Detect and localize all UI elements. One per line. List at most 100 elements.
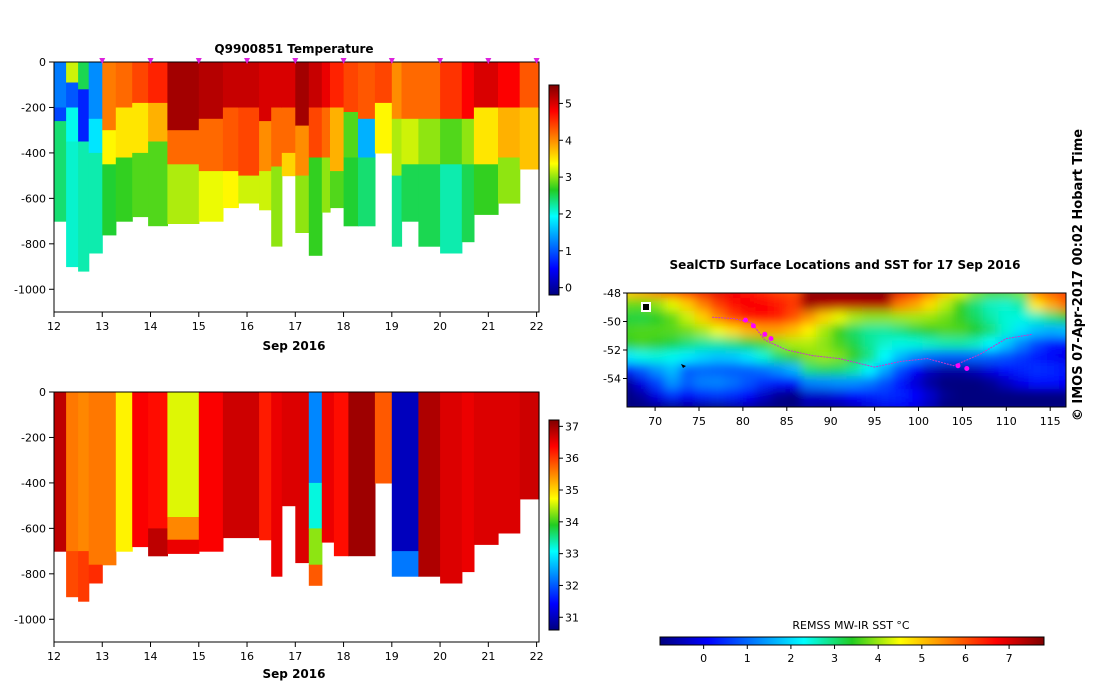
sst-cell — [801, 311, 818, 325]
sst-cell — [649, 293, 666, 299]
salinity-colorbar — [548, 419, 560, 631]
sst-cell — [876, 402, 893, 407]
sst-cell — [740, 311, 757, 325]
sst-cell — [831, 298, 848, 312]
salinity-cell — [167, 517, 200, 541]
temperature-cell — [259, 171, 272, 211]
sst-cell — [983, 363, 1000, 377]
temperature-cell — [102, 62, 117, 131]
temperature-cell — [259, 121, 272, 172]
sst-cell — [649, 298, 666, 312]
temperature-colorbar-tick-label: 5 — [565, 97, 572, 110]
sst-cell — [770, 376, 787, 390]
sst-cell — [664, 293, 681, 299]
salinity-x-tick-label: 17 — [288, 650, 302, 663]
sst-cell — [816, 389, 833, 403]
temperature-cell — [238, 107, 260, 177]
temperature-y-tick-label: -800 — [21, 238, 46, 251]
sst-cell — [876, 363, 893, 377]
temperature-cell — [102, 130, 117, 165]
temperature-cell — [54, 121, 67, 222]
sst-cell — [1013, 293, 1030, 299]
temperature-x-tick-label: 19 — [385, 320, 399, 333]
sst-cell — [801, 376, 818, 390]
sst-cell — [664, 350, 681, 364]
salinity-cell — [333, 392, 349, 557]
sst-cell — [1058, 311, 1066, 325]
sst-cell — [755, 376, 772, 390]
sst-cell — [846, 350, 863, 364]
sst-colorbar-ticks: 0 1 2 3 4 5 6 7 — [700, 645, 1013, 665]
temperature-cell — [271, 62, 283, 109]
salinity-cell — [321, 392, 335, 543]
track-surface-location — [743, 317, 748, 323]
sst-cell — [1028, 324, 1045, 338]
salinity-cell — [78, 551, 90, 602]
salinity-y-tick-label: -400 — [21, 477, 46, 490]
sst-cell — [1043, 350, 1060, 364]
temperature-cell — [167, 62, 200, 131]
map-lon-tick-label: 95 — [868, 415, 882, 428]
sst-cell — [1028, 298, 1045, 312]
sst-cell — [785, 376, 802, 390]
sst-cell — [801, 293, 818, 299]
temperature-cell — [343, 157, 359, 227]
profile-marker — [292, 58, 299, 64]
profile-marker — [388, 58, 395, 64]
sst-cell — [846, 376, 863, 390]
sst-cell — [679, 389, 696, 403]
temperature-colorbar — [548, 84, 560, 296]
sst-cell — [770, 311, 787, 325]
sst-cell — [816, 402, 833, 407]
sst-cell — [876, 311, 893, 325]
map-lon-tick-label: 85 — [780, 415, 794, 428]
sst-cell — [861, 363, 878, 377]
sst-cell — [634, 350, 651, 364]
sst-cell — [937, 402, 954, 407]
temperature-cell — [148, 102, 168, 143]
sst-cell — [998, 376, 1015, 390]
profile-marker — [485, 58, 492, 64]
salinity-cell — [519, 392, 540, 500]
salinity-colorbar-tick-label: 32 — [565, 579, 579, 592]
sst-cell — [710, 337, 727, 351]
map-lon-tick-label: 80 — [736, 415, 750, 428]
temperature-cell — [498, 107, 521, 159]
sst-cell — [952, 324, 969, 338]
sst-cell — [770, 402, 787, 407]
sst-cell — [725, 389, 742, 403]
temperature-plot-frame — [53, 61, 540, 313]
sst-cell — [998, 311, 1015, 325]
salinity-cell — [391, 392, 419, 552]
sst-cell — [725, 337, 742, 351]
sst-cell — [1028, 337, 1045, 351]
temperature-x-tick-label: 14 — [144, 320, 158, 333]
sst-cell — [922, 298, 939, 312]
temperature-cell — [259, 62, 272, 122]
track-surface-location — [964, 366, 970, 371]
sst-cell — [627, 376, 636, 390]
sst-cell — [725, 311, 742, 325]
sst-cell — [710, 376, 727, 390]
sst-cell — [876, 293, 893, 299]
temperature-cell — [308, 107, 323, 159]
sst-cell — [816, 324, 833, 338]
sst-cell — [952, 389, 969, 403]
map-lon-tick-label: 115 — [1040, 415, 1061, 428]
sst-cell — [725, 324, 742, 338]
salinity-x-tick-label: 22 — [530, 650, 544, 663]
sst-cell — [846, 324, 863, 338]
sst-cell — [998, 324, 1015, 338]
sst-cell — [846, 363, 863, 377]
sst-colorbar-tick-label: 0 — [700, 652, 707, 665]
sst-cell — [952, 298, 969, 312]
sst-cell — [831, 337, 848, 351]
sst-cell — [740, 402, 757, 407]
sst-cell — [831, 376, 848, 390]
sst-cell — [861, 389, 878, 403]
temperature-cell — [321, 62, 331, 109]
sst-cell — [801, 350, 818, 364]
track-surface-location — [762, 331, 768, 337]
salinity-x-tick-label: 15 — [192, 650, 206, 663]
salinity-colorbar-tick-label: 34 — [565, 516, 579, 529]
